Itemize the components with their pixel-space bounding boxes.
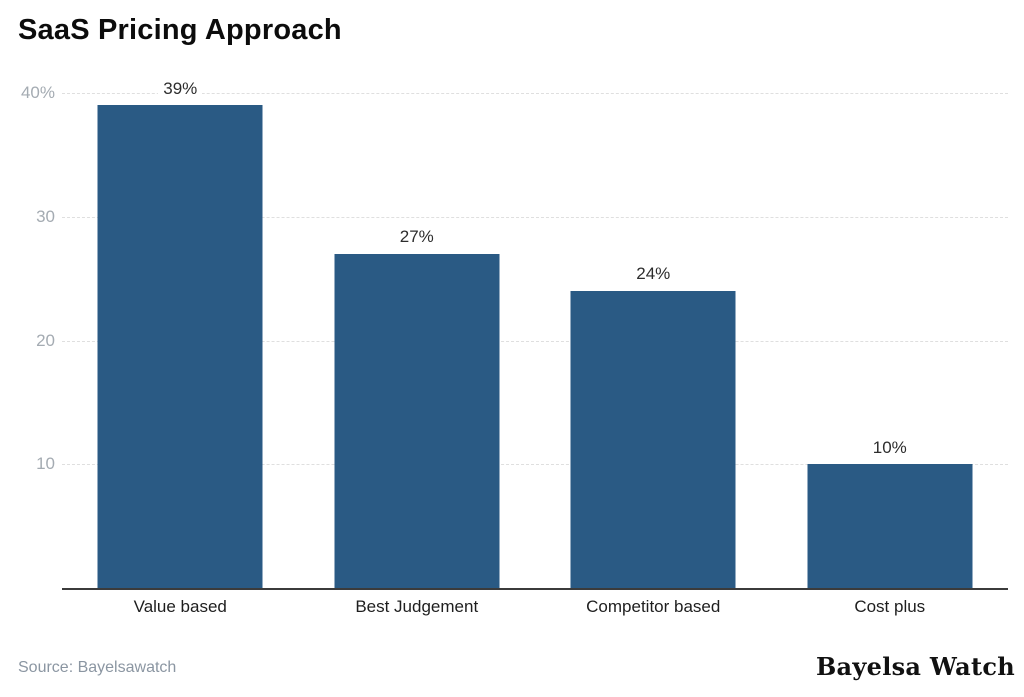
y-tick-label: 40% <box>20 83 55 102</box>
x-category-label: Competitor based <box>586 597 721 616</box>
bar <box>807 464 973 588</box>
chart-title: SaaS Pricing Approach <box>18 14 342 46</box>
y-axis: 40% 30 20 10 <box>0 83 55 588</box>
y-tick-label: 20 <box>36 330 55 350</box>
gridline <box>62 464 1008 466</box>
bar-column: 39% <box>62 79 299 588</box>
bar-value-label: 27% <box>394 227 439 247</box>
y-tick-label: 30 <box>36 206 55 226</box>
bar-value-label: 10% <box>867 438 912 458</box>
y-tick-label: 10 <box>36 454 55 474</box>
bar <box>334 253 500 588</box>
bar-column: 27% <box>299 93 536 588</box>
bar <box>570 291 736 588</box>
gridline <box>62 93 1008 94</box>
bar-value-label: 39% <box>158 79 203 99</box>
x-axis: Value based Best Judgement Competitor base… <box>62 597 1008 621</box>
gridline <box>62 340 1008 342</box>
x-category-label: Value based <box>133 597 227 616</box>
x-category-label: Best Judgement <box>355 597 479 616</box>
gridline <box>62 216 1008 218</box>
bar <box>97 105 263 588</box>
bar-column: 10% <box>772 93 1009 588</box>
x-category-label: Cost plus <box>854 597 926 616</box>
bar-value-label: 24% <box>631 265 676 284</box>
brand-logo-text: Bayelsa Watch <box>815 652 1015 681</box>
plot-area: 39% 27% 24% 10% <box>62 79 1009 590</box>
bar-column: 24% <box>535 93 772 588</box>
source-attribution: Source: Bayelsawatch <box>18 659 177 676</box>
